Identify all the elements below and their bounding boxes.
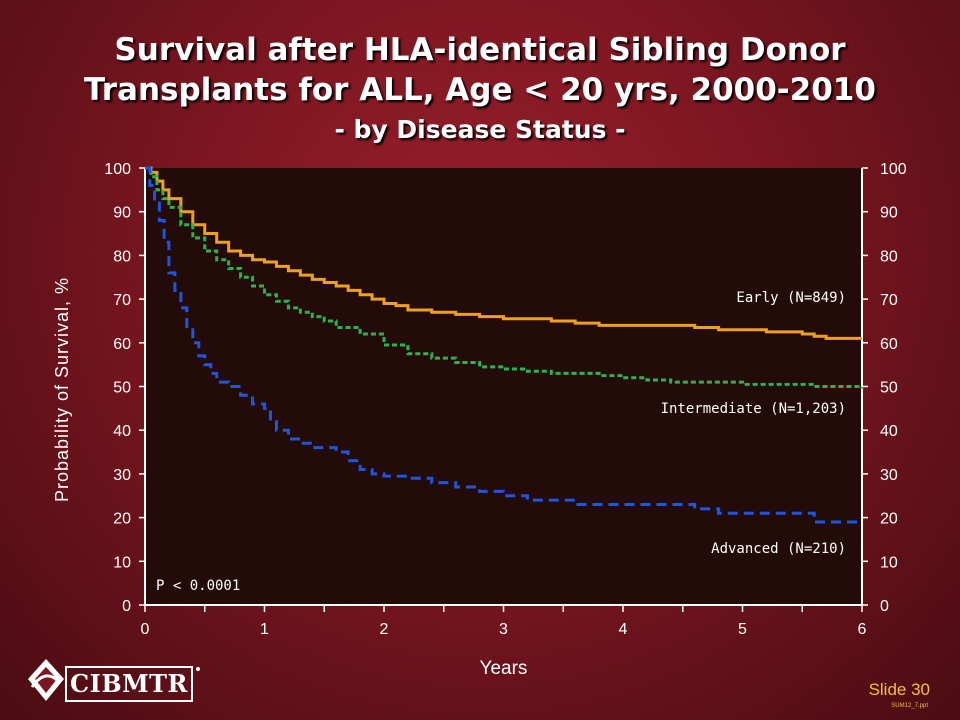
y-tick-label-left: 20: [113, 511, 131, 528]
y-tick-label-left: 70: [113, 292, 131, 309]
x-tick-label: 0: [141, 621, 150, 638]
y-tick-label-right: 30: [880, 467, 898, 484]
logo-text: CIBMTR: [70, 669, 188, 698]
y-tick-label-right: 80: [880, 248, 898, 265]
y-tick-label-right: 10: [880, 554, 898, 571]
x-tick-label: 6: [858, 621, 867, 638]
x-tick-label: 4: [619, 621, 628, 638]
title-line-2: Transplants for ALL, Age < 20 yrs, 2000-…: [84, 72, 876, 108]
cibmtr-logo: [28, 659, 200, 702]
y-tick-label-right: 20: [880, 511, 898, 528]
title-line-3: - by Disease Status -: [334, 115, 626, 144]
y-tick-label-left: 40: [113, 423, 131, 440]
y-tick-label-right: 0: [880, 598, 889, 615]
intermediate-series-label: Intermediate (N=1,203): [661, 401, 846, 417]
x-tick-label: 1: [260, 621, 269, 638]
y-tick-label-left: 60: [113, 336, 131, 353]
y-tick-label-right: 60: [880, 336, 898, 353]
logo-diamond-icon: [28, 659, 64, 701]
file-tag: SUM12_7.ppt: [891, 703, 928, 709]
chart-title: Survival after HLA-identical Sibling Don…: [0, 30, 960, 150]
y-tick-label-left: 30: [113, 467, 131, 484]
y-tick-label-left: 90: [113, 205, 131, 222]
y-tick-label-right: 70: [880, 292, 898, 309]
advanced-survival-line: [145, 166, 862, 524]
y-axis-label: Probability of Survival, %: [52, 277, 72, 502]
slide-number: Slide 30: [868, 680, 930, 699]
advanced-series-label: Advanced (N=210): [711, 541, 846, 557]
y-tick-label-right: 50: [880, 380, 898, 397]
y-tick-label-right: 90: [880, 205, 898, 222]
title-line-1: Survival after HLA-identical Sibling Don…: [114, 32, 846, 68]
y-tick-label-left: 10: [113, 554, 131, 571]
y-tick-label-right: 40: [880, 423, 898, 440]
y-tick-label-left: 50: [113, 380, 131, 397]
x-tick-label: 3: [499, 621, 508, 638]
intermediate-survival-line: [145, 166, 864, 389]
early-series-label: Early (N=849): [736, 290, 846, 306]
y-tick-label-left: 0: [122, 598, 131, 615]
y-tick-label-left: 80: [113, 248, 131, 265]
plot-area: [145, 168, 862, 605]
y-tick-label-right: 100: [880, 161, 907, 178]
p-value-annotation: P < 0.0001: [156, 578, 240, 594]
early-survival-line: [145, 166, 862, 340]
x-tick-label: 2: [380, 621, 389, 638]
x-axis-label: Years: [480, 658, 528, 679]
x-tick-label: 5: [738, 621, 747, 638]
y-tick-label-left: 100: [104, 161, 131, 178]
